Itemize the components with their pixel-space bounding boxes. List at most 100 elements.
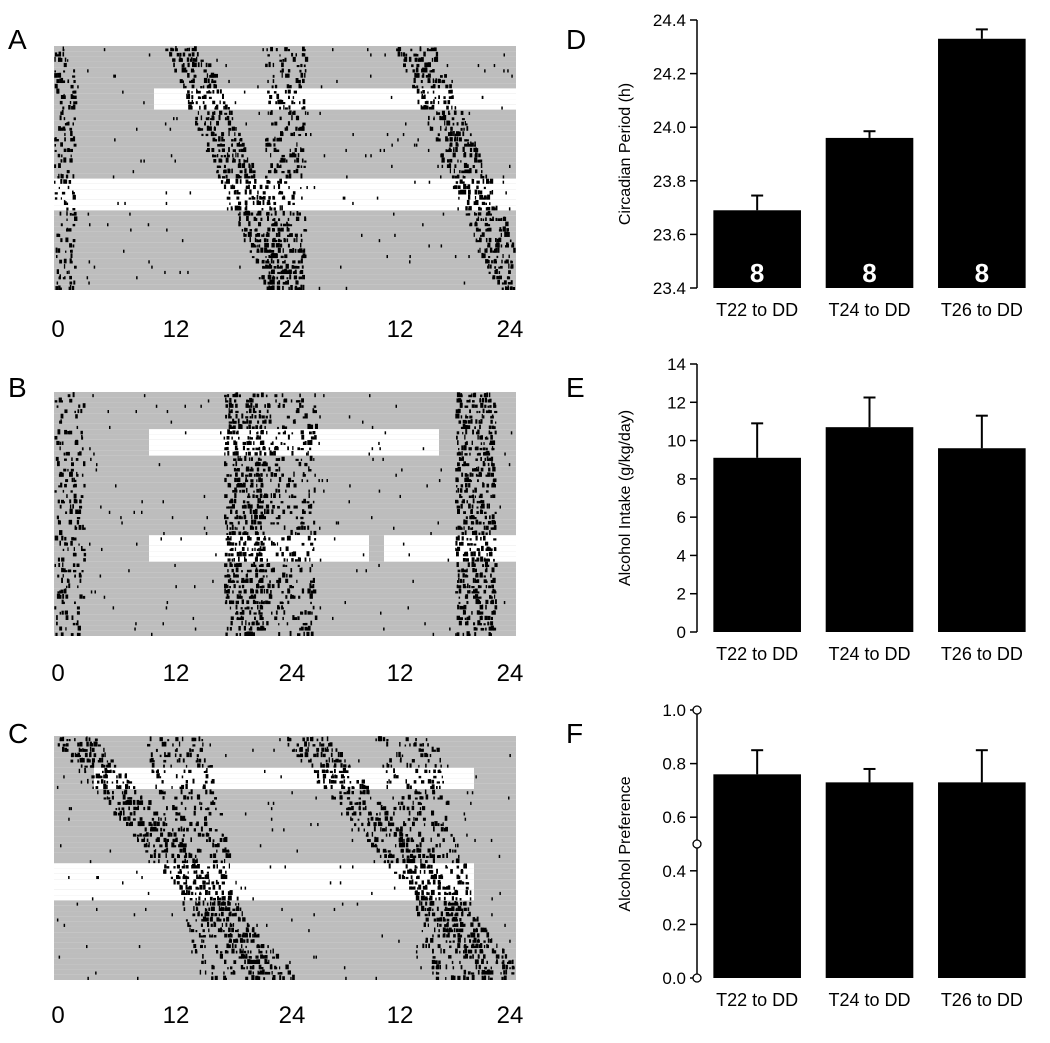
actogram-activity-tick xyxy=(256,541,260,546)
actogram-activity-tick xyxy=(427,879,430,885)
actogram-row-band xyxy=(54,77,516,84)
actogram-activity-tick xyxy=(132,170,135,174)
actogram-activity-tick xyxy=(302,274,305,280)
actogram-activity-tick xyxy=(424,622,426,626)
actogram-activity-tick xyxy=(225,870,227,874)
actogram-activity-tick xyxy=(179,753,182,758)
actogram-activity-tick xyxy=(284,254,288,259)
actogram-activity-tick xyxy=(218,115,221,121)
actogram-activity-tick xyxy=(82,548,86,552)
actogram-activity-tick xyxy=(467,477,470,483)
actogram-activity-tick xyxy=(472,522,475,525)
actogram-activity-tick xyxy=(330,780,335,784)
actogram-activity-tick xyxy=(490,838,493,843)
actogram-activity-tick xyxy=(265,175,268,179)
actogram-activity-tick xyxy=(57,499,60,504)
actogram-activity-tick xyxy=(61,567,64,573)
actogram-activity-tick xyxy=(164,741,167,747)
actogram-activity-tick xyxy=(483,589,487,594)
actogram-activity-tick xyxy=(484,515,487,520)
actogram-activity-tick xyxy=(148,860,150,864)
actogram-activity-tick xyxy=(286,221,288,227)
actogram-activity-tick xyxy=(250,479,254,483)
actogram-activity-tick xyxy=(183,850,186,853)
actogram-activity-tick xyxy=(203,77,208,84)
actogram-activity-tick xyxy=(493,426,496,430)
actogram-activity-tick xyxy=(473,147,477,153)
actogram-activity-tick xyxy=(269,111,272,115)
actogram-activity-tick xyxy=(138,822,141,827)
actogram-activity-tick xyxy=(235,633,238,636)
actogram-activity-tick xyxy=(281,601,284,605)
actogram-activity-tick xyxy=(87,778,89,784)
actogram-activity-tick xyxy=(427,121,430,126)
actogram-activity-tick xyxy=(485,228,487,232)
actogram-activity-tick xyxy=(100,775,103,779)
actogram-activity-tick xyxy=(511,260,513,264)
actogram-activity-tick xyxy=(219,100,221,105)
actogram-activity-tick xyxy=(298,595,301,599)
actogram-activity-tick xyxy=(256,488,260,493)
actogram-activity-tick xyxy=(418,764,420,768)
actogram-activity-tick xyxy=(467,583,469,589)
actogram-activity-tick xyxy=(456,562,459,568)
actogram-activity-tick xyxy=(208,84,211,89)
actogram-activity-tick xyxy=(73,479,77,483)
actogram-activity-tick xyxy=(297,249,300,253)
actogram-activity-tick xyxy=(485,213,489,216)
actogram-activity-tick xyxy=(202,916,206,922)
actogram-activity-tick xyxy=(263,279,267,285)
actogram-activity-tick xyxy=(446,138,449,142)
actogram-activity-tick xyxy=(205,117,209,121)
actogram-activity-tick xyxy=(425,738,428,742)
actogram-activity-tick xyxy=(425,763,427,768)
actogram-activity-tick xyxy=(189,853,193,858)
actogram-activity-tick xyxy=(449,158,453,163)
actogram-activity-tick xyxy=(231,184,234,190)
actogram-activity-tick xyxy=(183,818,187,821)
actogram-activity-tick xyxy=(330,752,333,758)
actogram-activity-tick xyxy=(480,605,483,610)
actogram-activity-tick xyxy=(399,806,402,811)
actogram-activity-tick xyxy=(244,559,247,562)
actogram-activity-tick xyxy=(512,287,516,290)
actogram-activity-tick xyxy=(76,611,80,615)
actogram-activity-tick xyxy=(473,392,477,398)
actogram-activity-tick xyxy=(270,163,273,168)
actogram-activity-tick xyxy=(270,280,273,285)
actogram-activity-tick xyxy=(371,891,373,896)
actogram-activity-tick xyxy=(456,413,460,419)
actogram-activity-tick xyxy=(246,426,248,430)
actogram-activity-tick xyxy=(480,628,485,631)
actogram-activity-tick xyxy=(194,585,196,589)
actogram-activity-tick xyxy=(296,165,300,168)
actogram-activity-tick xyxy=(238,531,242,536)
actogram-activity-tick xyxy=(490,625,494,631)
actogram-activity-tick xyxy=(201,918,203,922)
actogram-activity-tick xyxy=(449,168,451,174)
actogram-activity-tick xyxy=(173,859,176,864)
actogram-activity-tick xyxy=(253,561,256,567)
actogram-activity-tick xyxy=(494,599,497,605)
actogram-activity-tick xyxy=(279,191,284,195)
actogram-activity-tick xyxy=(196,848,201,853)
actogram-activity-tick xyxy=(405,69,408,73)
actogram-activity-tick xyxy=(250,553,254,557)
actogram-activity-tick xyxy=(240,886,242,890)
actogram-activity-tick xyxy=(459,394,463,398)
actogram-activity-tick xyxy=(424,67,428,73)
actogram-activity-tick xyxy=(438,892,441,896)
actogram-activity-tick xyxy=(454,175,458,179)
actogram-activity-tick xyxy=(299,627,301,631)
actogram-activity-tick xyxy=(474,487,477,493)
actogram-activity-tick xyxy=(451,79,453,84)
actogram-activity-tick xyxy=(262,415,265,419)
actogram-activity-tick xyxy=(287,243,290,248)
actogram-activity-tick xyxy=(150,823,153,827)
actogram-activity-tick xyxy=(295,531,297,536)
actogram-activity-tick xyxy=(426,866,428,869)
actogram-activity-tick xyxy=(259,614,263,621)
actogram-activity-tick xyxy=(442,886,445,890)
actogram-activity-tick xyxy=(67,451,70,456)
actogram-activity-tick xyxy=(445,912,450,917)
